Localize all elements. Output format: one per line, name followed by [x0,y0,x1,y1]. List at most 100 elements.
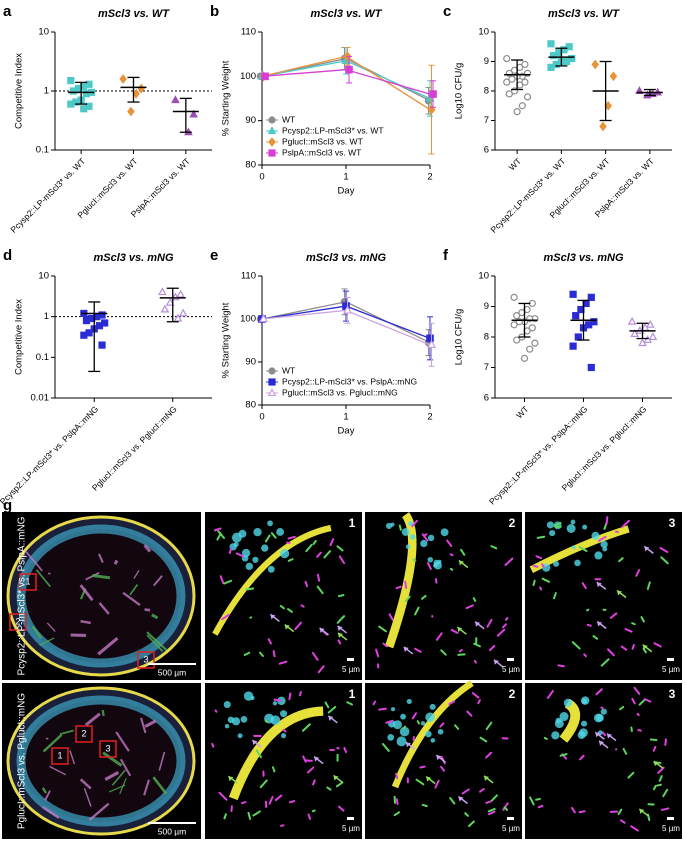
host-nuclei [280,549,290,559]
region-box [99,740,117,758]
host-nuclei [437,728,444,735]
tissue-feature [153,575,163,587]
host-nuclei [272,701,278,706]
y-tick-label: 7 [484,115,489,126]
data-point [173,313,183,322]
data-point [523,93,532,101]
bacterium [536,535,546,539]
host-nuclei [240,715,248,723]
bacterium [402,725,407,731]
host-nuclei [252,556,259,563]
bacterium [468,820,475,828]
host-nuclei [579,728,588,737]
bacterium [301,723,311,732]
host-nuclei [396,736,407,747]
bacterium [288,800,296,804]
tissue-epithelium [16,695,186,827]
y-axis-label: Log10 CFU/g [454,309,465,366]
host-nuclei [553,560,560,567]
bacterium [640,616,645,623]
bacterium [337,639,342,645]
tissue-feature [69,750,76,765]
y-tick-label: 8 [484,332,489,343]
legend-marker [267,126,277,134]
data-point [513,108,521,116]
x-tick-label: 1 [343,172,348,183]
x-tick-label: Pcysp2::LP-mScl3* vs. PslpA::mNG [0,404,100,507]
x-tick-label: PslpA::mScl3 vs. WT [129,156,192,219]
bacterium [434,779,440,789]
arrowhead [458,796,464,802]
arrowhead [270,614,276,620]
legend-label: Pcysp2::LP-mScl3* vs. PslpA::mNG [282,376,417,386]
x-tick-label: 2 [427,412,432,423]
tissue-feature [144,608,151,612]
bacterium [414,647,422,653]
data-point [165,297,175,306]
host-nuclei [566,523,576,533]
bacterium [219,575,225,585]
host-nuclei [427,556,434,563]
x-tick-label: PglucI::mScl3 vs. PglucI::mNG [90,404,179,493]
bacterium [529,796,535,806]
tissue-feature [98,553,104,563]
bacterium [505,616,509,621]
bacterium [635,569,641,577]
data-point [526,345,534,353]
host-nuclei [580,696,590,705]
bacterium [592,635,598,640]
bacterium [416,720,420,725]
bacterium [659,547,669,554]
bacterium [586,608,590,612]
data-point [503,54,511,63]
bacterium [660,556,669,565]
arrowhead [639,808,645,814]
tissue-feature [84,712,101,727]
chart-title: mScl3 vs. WT [311,8,383,20]
region-box [9,613,27,631]
panel-label: d [3,247,12,264]
bacterium [323,550,332,559]
host-nuclei [385,522,393,530]
data-point [643,335,653,344]
bacterium [378,625,387,633]
bacterium [578,546,588,552]
tissue-feature [133,569,140,579]
bacterium [487,807,496,813]
bacterium [664,738,667,746]
bacterium [485,800,492,804]
bacterium [457,653,466,656]
tissue-feature [140,717,147,734]
x-tick-label: 1 [343,412,348,423]
y-tick-label: 10 [478,271,489,282]
legend-marker [268,367,276,375]
bacterium [274,794,283,802]
tissue-feature [113,559,119,565]
bacterium [335,781,344,788]
bacterium [426,561,432,570]
host-nuclei [600,708,607,715]
bacterium [346,701,353,706]
host-nuclei [425,730,432,738]
bacterium [532,579,536,586]
bacterium [504,557,514,567]
bacterium [581,582,587,590]
data-point [528,324,536,332]
bacterium [395,798,399,806]
bacterium [312,539,317,545]
tissue-epithelium [16,524,186,668]
bacterium [414,606,420,616]
bacterium [336,545,344,552]
chart-title: mScl3 vs. mNG [93,252,174,264]
data-point [587,293,595,301]
tissue-feature [129,583,139,596]
panel-label: g [3,497,12,514]
bacterium [294,621,302,631]
host-nuclei [241,548,251,558]
bacterium [571,641,581,650]
tissue-feature [151,613,159,620]
host-nuclei [267,565,275,573]
arrowhead [436,755,442,761]
bacterium [631,644,635,650]
y-axis-label: % Starting Weight [221,60,232,136]
